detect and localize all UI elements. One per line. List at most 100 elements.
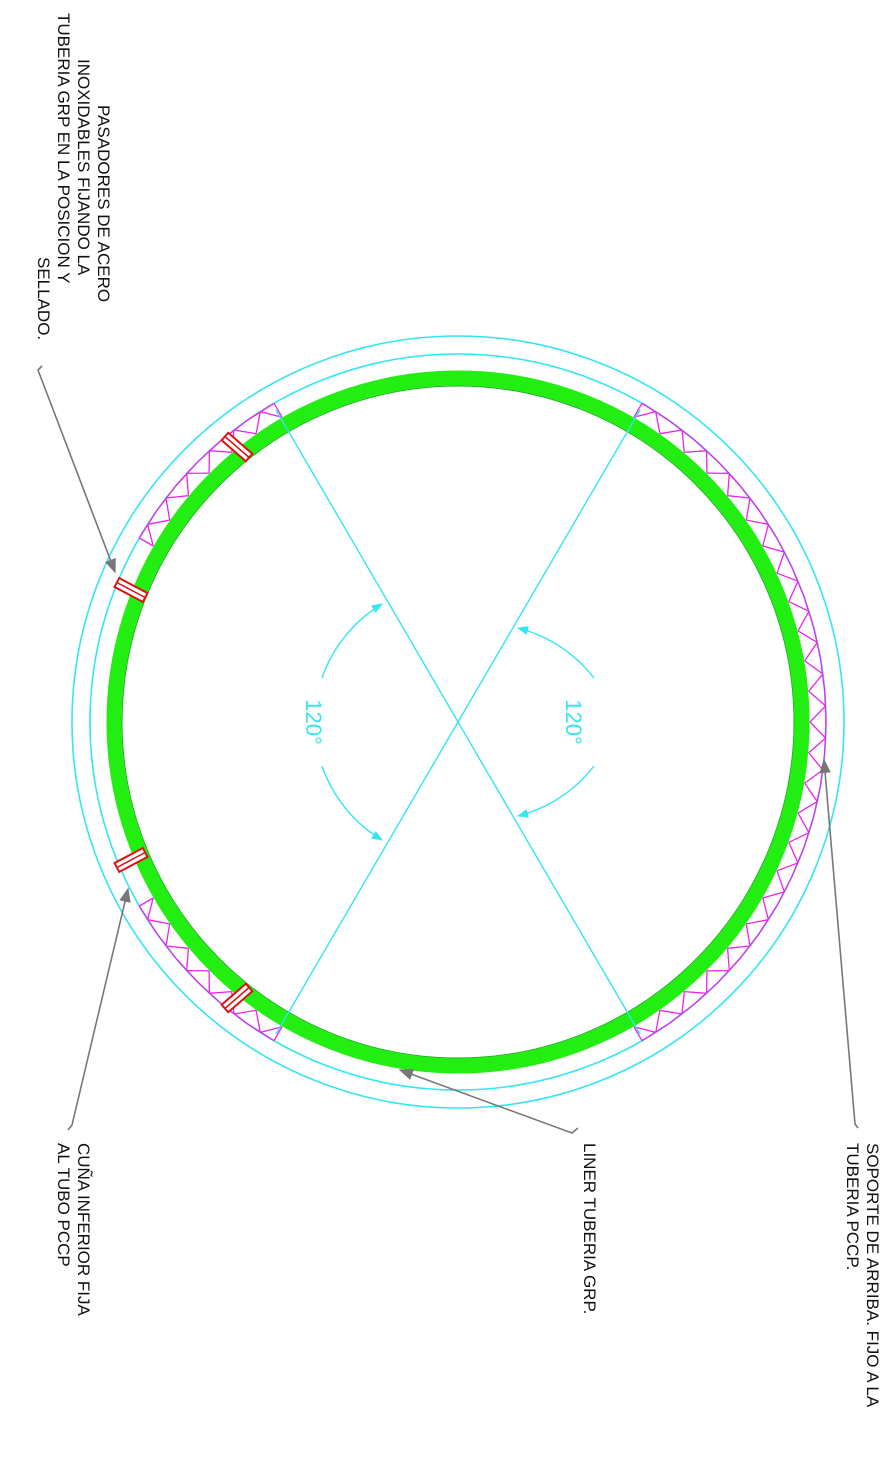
callout-top-support-line-2: TUBERIA PCCP.: [843, 1143, 862, 1270]
support-strut: [788, 601, 810, 612]
support-strut: [233, 429, 257, 435]
support-chord: [790, 566, 805, 597]
support-end: [138, 897, 154, 907]
support-strut: [681, 991, 685, 1015]
support-strut: [797, 610, 810, 632]
support-strut: [165, 497, 171, 521]
callout-pins-line-2: INOXIDABLES FIJANDO LA: [74, 59, 93, 276]
support-strut: [762, 524, 770, 547]
support-chord: [812, 626, 822, 659]
support-chord: [694, 981, 719, 1005]
callout-pins-line-4: SELLADO.: [34, 257, 53, 340]
support-strut: [745, 923, 751, 947]
support-strut: [684, 990, 707, 994]
support-chord: [823, 721, 827, 755]
support-truss-zones: [138, 402, 827, 1042]
support-strut: [776, 551, 786, 574]
support-chord: [790, 847, 805, 878]
support-chord: [668, 1003, 695, 1024]
support-chord: [641, 1022, 670, 1042]
support-strut: [186, 948, 190, 971]
support-strut: [633, 1026, 656, 1034]
support-strut: [809, 721, 827, 739]
support-chord: [641, 402, 670, 422]
support-strut: [797, 812, 810, 834]
callout-pins: PASADORES DE ACERO INOXIDABLES FIJANDO L…: [34, 13, 113, 340]
support-chord: [246, 402, 275, 422]
support-strut: [165, 923, 171, 947]
support-strut: [726, 473, 730, 496]
support-strut: [233, 1009, 257, 1015]
support-strut: [186, 473, 190, 496]
support-chord: [694, 439, 719, 463]
support-strut: [776, 870, 786, 893]
support-chord: [246, 1022, 275, 1042]
support-end: [633, 402, 643, 418]
support-strut: [788, 842, 799, 864]
support-strut: [788, 580, 799, 602]
support-end: [273, 402, 283, 418]
support-strut: [209, 990, 232, 994]
steel-pin-2: [113, 576, 149, 604]
support-strut: [146, 897, 154, 920]
support-strut: [808, 673, 824, 692]
leader-wedge: [67, 887, 131, 1131]
support-strut: [146, 524, 154, 547]
support-strut: [255, 411, 261, 434]
callout-pins-line-1: PASADORES DE ACERO: [94, 105, 113, 302]
leader-pins: [37, 365, 116, 574]
support-chord: [717, 461, 741, 486]
callout-wedge-line-1: CUÑA INFERIOR FIJA: [74, 1143, 93, 1317]
support-strut: [762, 545, 785, 553]
grp-liner-inner-edge: [121, 385, 795, 1059]
support-chord: [823, 689, 827, 723]
support-strut: [655, 411, 661, 434]
support-chord: [739, 932, 760, 959]
support-chord: [175, 958, 199, 983]
angle-arc-left-bottom: [321, 765, 383, 841]
leader-liner: [398, 1069, 579, 1134]
angle-label-right: 120°: [561, 699, 586, 745]
support-strut: [745, 497, 751, 521]
support-strut: [633, 410, 656, 418]
support-strut: [659, 1009, 683, 1015]
angle-label-left: 120°: [301, 699, 326, 745]
leader-top-support: [819, 758, 859, 1129]
callout-liner-line-1: LINER TUBERIA GRP.: [580, 1143, 599, 1314]
support-strut: [804, 782, 818, 802]
support-strut: [659, 429, 683, 435]
support-strut: [762, 891, 785, 899]
support-chord: [197, 981, 222, 1005]
support-chord: [156, 485, 177, 512]
support-strut: [255, 1010, 261, 1033]
angle-arc-right-bottom: [516, 765, 595, 818]
support-strut: [655, 1010, 661, 1033]
support-chord: [803, 817, 815, 849]
steel-pin-1: [220, 431, 254, 463]
support-chord: [803, 595, 815, 627]
callout-wedge-line-2: AL TUBO PCCP: [54, 1143, 73, 1267]
support-chord: [156, 932, 177, 959]
pccp-outer-ring: [71, 335, 845, 1109]
support-strut: [147, 519, 170, 525]
support-chord: [776, 537, 793, 567]
support-chord: [758, 510, 778, 539]
grp-liner-ring: [106, 370, 810, 1074]
support-chord: [819, 754, 826, 786]
support-strut: [797, 630, 818, 643]
support-chord: [819, 658, 826, 690]
angle-arc-right-top: [516, 626, 595, 679]
support-strut: [808, 690, 827, 707]
support-chord: [812, 785, 822, 818]
callout-pins-line-3: TUBERIA GRP EN LA POSICION Y: [54, 13, 73, 284]
support-strut: [209, 450, 232, 454]
support-chord: [138, 905, 158, 934]
support-strut: [147, 919, 170, 925]
angle-line-b: [275, 409, 641, 1035]
support-chord: [739, 485, 760, 512]
support-strut: [804, 660, 824, 675]
support-strut: [746, 919, 769, 925]
support-strut: [681, 429, 685, 453]
support-strut: [797, 801, 818, 814]
